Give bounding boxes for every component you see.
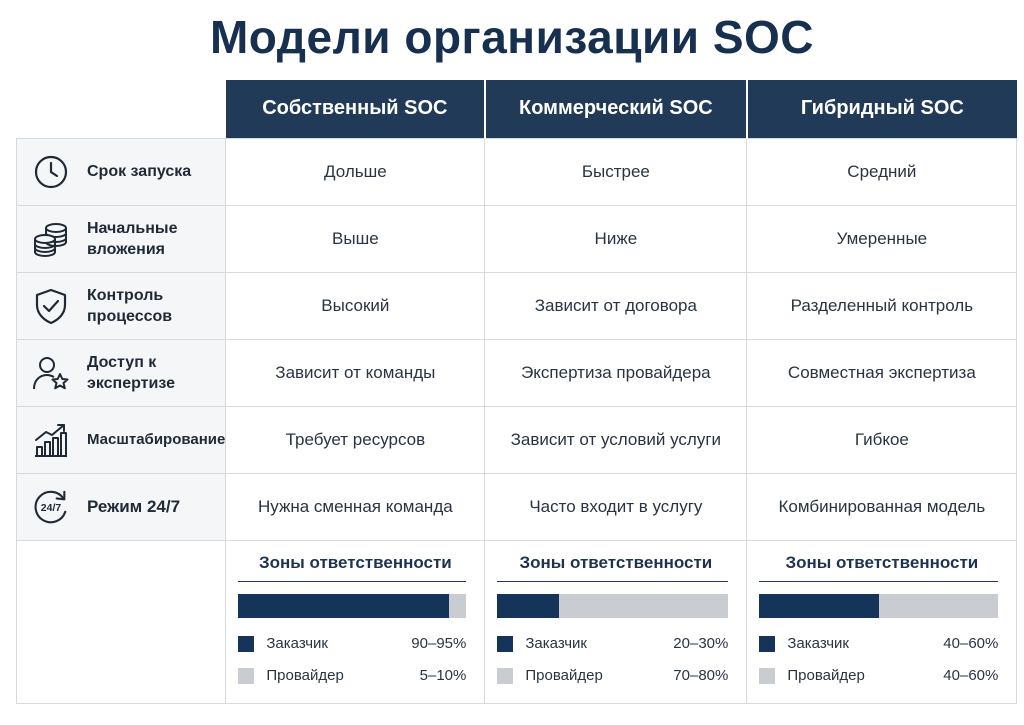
- legend-customer-label: Заказчик: [525, 635, 587, 652]
- column-header-commercial-soc: Коммерческий SOC: [483, 80, 747, 138]
- clock-icon: [31, 152, 71, 192]
- page-title: Модели организации SOC: [209, 11, 814, 63]
- cell-own-soc: Высокий: [225, 271, 486, 340]
- column-header-own-soc: Собственный SOC: [225, 80, 485, 138]
- cell-commercial-soc: Часто входит в услугу: [484, 472, 748, 541]
- coins-stack-icon: [31, 219, 71, 259]
- legend-provider: Провайдер 5–10%: [238, 665, 466, 687]
- legend-provider-range: 40–60%: [943, 667, 999, 684]
- row-label-text: Режим 24/7: [87, 497, 181, 516]
- cell-hybrid-soc: Комбинированная модель: [746, 472, 1018, 541]
- user-star-icon: [31, 353, 71, 393]
- zone-title-underline: [238, 580, 467, 582]
- zone-title: Зоны ответственности: [519, 552, 713, 572]
- zones-row: Зоны ответственности Заказчик 90–95% Про…: [15, 539, 1018, 704]
- legend-provider-range: 70–80%: [673, 667, 729, 684]
- zone-commercial-soc: Зоны ответственности Заказчик 20–30% Про…: [484, 539, 748, 704]
- legend-customer-range: 20–30%: [673, 635, 729, 652]
- cell-hybrid-soc: Совместная экспертиза: [746, 338, 1018, 407]
- legend-customer: Заказчик 90–95%: [238, 633, 466, 655]
- cell-hybrid-soc: Средний: [746, 137, 1018, 206]
- cell-own-soc: Требует ресурсов: [225, 405, 486, 474]
- provider-swatch: [238, 667, 255, 684]
- zone-hybrid-soc: Зоны ответственности Заказчик 40–60% Про…: [746, 539, 1018, 704]
- provider-swatch: [497, 667, 514, 684]
- legend-provider-label: Провайдер: [787, 667, 865, 684]
- legend-provider-label: Провайдер: [525, 667, 603, 684]
- responsibility-bar: [497, 593, 729, 618]
- row-label-process-control: Контроль процессов: [15, 271, 227, 340]
- zone-own-soc: Зоны ответственности Заказчик 90–95% Про…: [225, 539, 486, 704]
- table-row: 24/7 Режим 24/7 Нужна сменная команда Ча…: [15, 472, 1018, 541]
- customer-swatch: [759, 635, 776, 652]
- cell-own-soc: Нужна сменная команда: [225, 472, 486, 541]
- row-label-text: Контроль процессов: [87, 286, 173, 325]
- zone-title: Зоны ответственности: [785, 552, 979, 572]
- cell-commercial-soc: Экспертиза провайдера: [484, 338, 748, 407]
- row-label-text: Масштабирование: [87, 431, 226, 448]
- responsibility-bar: [759, 593, 999, 618]
- cell-commercial-soc: Быстрее: [484, 137, 748, 206]
- cell-own-soc: Выше: [225, 204, 486, 273]
- legend-customer-label: Заказчик: [266, 635, 328, 652]
- table-row: Начальные вложения Выше Ниже Умеренные: [15, 204, 1018, 273]
- table-row: Срок запуска Дольше Быстрее Средний: [15, 137, 1018, 206]
- table-row: Контроль процессов Высокий Зависит от до…: [15, 271, 1018, 340]
- legend-provider-range: 5–10%: [419, 667, 467, 684]
- zones-row-label: [15, 539, 227, 704]
- legend-provider: Провайдер 40–60%: [759, 665, 998, 687]
- cell-commercial-soc: Ниже: [484, 204, 748, 273]
- zone-title-underline: [497, 580, 729, 582]
- row-label-text: Начальные вложения: [87, 219, 178, 258]
- row-label-expertise-access: Доступ к экспертизе: [15, 338, 227, 407]
- legend-customer-label: Заказчик: [787, 635, 849, 652]
- legend-customer: Заказчик 20–30%: [497, 633, 728, 655]
- cell-hybrid-soc: Умеренные: [746, 204, 1018, 273]
- legend-customer-range: 90–95%: [411, 635, 467, 652]
- provider-swatch: [759, 667, 776, 684]
- cell-hybrid-soc: Разделенный контроль: [746, 271, 1018, 340]
- growth-chart-icon: [31, 420, 71, 460]
- cell-own-soc: Дольше: [225, 137, 486, 206]
- cell-commercial-soc: Зависит от условий услуги: [484, 405, 748, 474]
- row-label-text: Доступ к экспертизе: [87, 353, 175, 392]
- table-row: Доступ к экспертизе Зависит от команды Э…: [15, 338, 1018, 407]
- clock-24-7-icon: 24/7: [31, 487, 71, 527]
- customer-share-fill: [759, 593, 879, 618]
- zone-title-underline: [759, 580, 999, 582]
- customer-share-fill: [238, 593, 450, 618]
- responsibility-bar: [238, 593, 467, 618]
- row-label-scaling: Масштабирование: [15, 405, 227, 474]
- legend-provider: Провайдер 70–80%: [497, 665, 728, 687]
- svg-text:24/7: 24/7: [41, 502, 62, 513]
- customer-swatch: [238, 635, 255, 652]
- customer-share-fill: [497, 593, 559, 618]
- legend-customer: Заказчик 40–60%: [759, 633, 998, 655]
- comparison-table: Собственный SOC Коммерческий SOC Гибридн…: [15, 80, 1018, 704]
- header-corner: [17, 80, 226, 138]
- row-label-24-7-mode: 24/7 Режим 24/7: [15, 472, 227, 541]
- row-label-initial-investment: Начальные вложения: [15, 204, 227, 273]
- row-label-launch-time: Срок запуска: [15, 137, 227, 206]
- cell-own-soc: Зависит от команды: [225, 338, 486, 407]
- shield-check-icon: [31, 286, 71, 326]
- zone-title: Зоны ответственности: [258, 552, 452, 572]
- customer-swatch: [497, 635, 514, 652]
- cell-hybrid-soc: Гибкое: [746, 405, 1018, 474]
- row-label-text: Срок запуска: [87, 163, 192, 180]
- cell-commercial-soc: Зависит от договора: [484, 271, 748, 340]
- legend-customer-range: 40–60%: [943, 635, 999, 652]
- column-header-hybrid-soc: Гибридный SOC: [745, 80, 1017, 138]
- table-row: Масштабирование Требует ресурсов Зависит…: [15, 405, 1018, 474]
- legend-provider-label: Провайдер: [266, 667, 344, 684]
